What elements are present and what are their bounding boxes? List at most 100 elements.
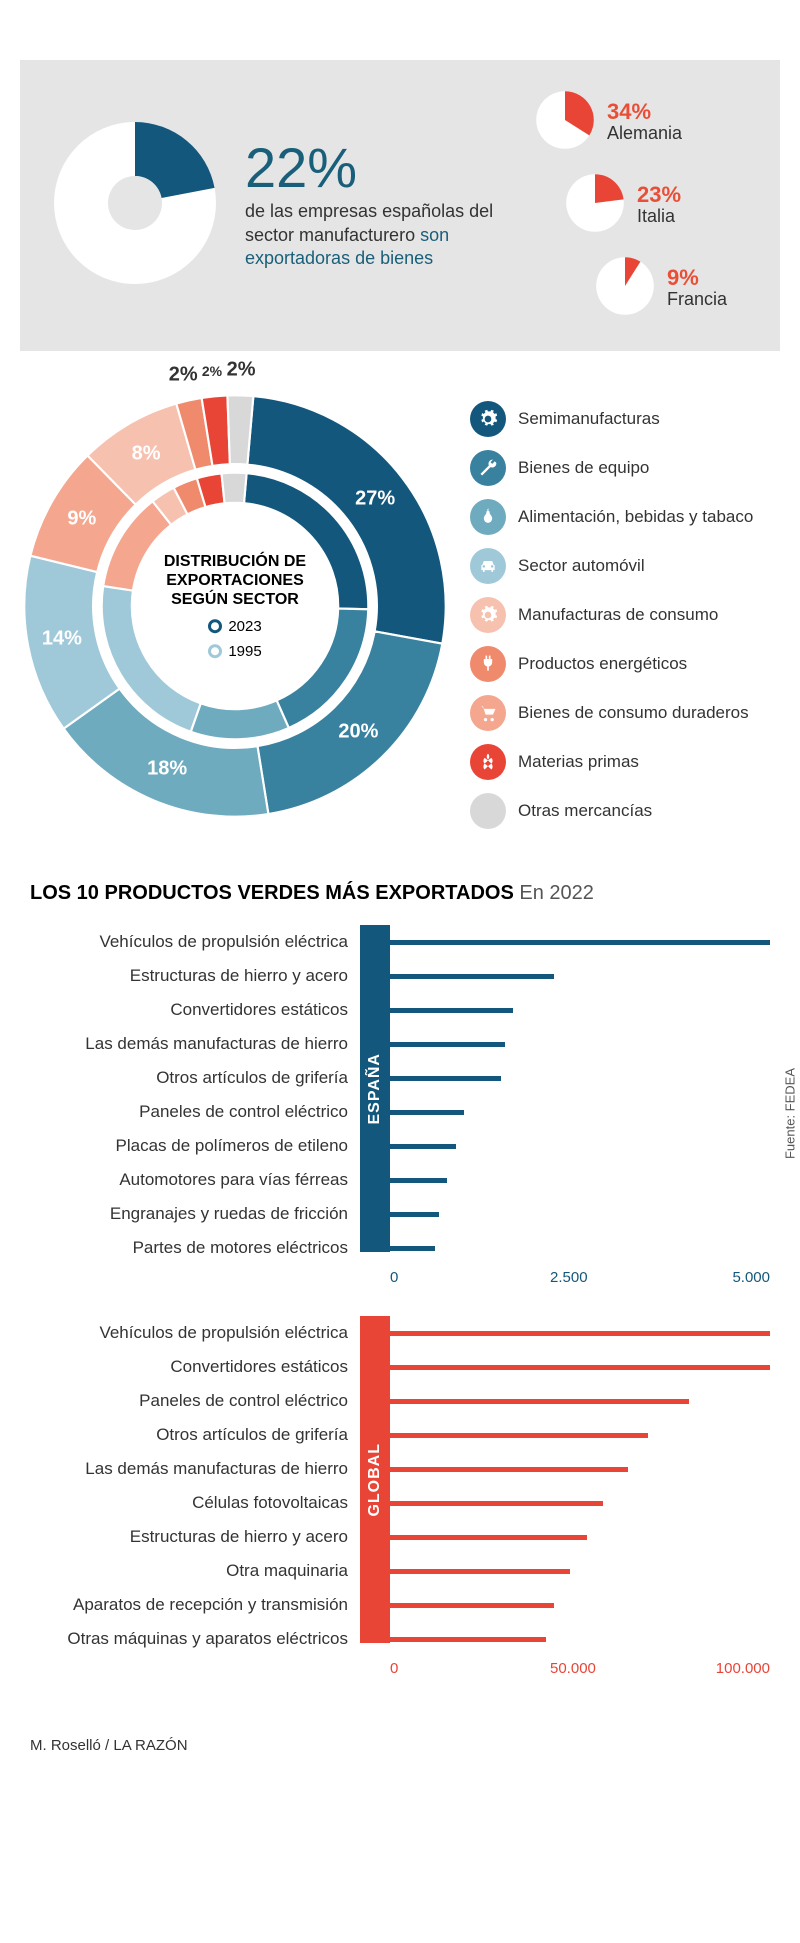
bar-fill xyxy=(390,1144,456,1149)
bar-fill xyxy=(390,1603,554,1608)
bar-fill xyxy=(390,1365,770,1370)
legend-item: Semimanufacturas xyxy=(470,401,780,437)
green-title: LOS 10 PRODUCTOS VERDES MÁS EXPORTADOS E… xyxy=(30,882,770,905)
bar-fill xyxy=(390,1212,439,1217)
bar-fill xyxy=(390,1246,435,1251)
bar-row: Células fotovoltaicas xyxy=(30,1486,770,1520)
bar-label: Partes de motores eléctricos xyxy=(30,1238,360,1258)
legend-label: Manufacturas de consumo xyxy=(518,605,718,625)
bar-track xyxy=(360,1520,770,1554)
bar-fill xyxy=(390,1569,570,1574)
legend-item: Manufacturas de consumo xyxy=(470,597,780,633)
bar-row: Vehículos de propulsión eléctrica xyxy=(30,1316,770,1350)
cart-icon xyxy=(470,695,506,731)
country-name: Francia xyxy=(667,289,727,310)
bar-track xyxy=(360,1231,770,1265)
legend-label: Semimanufacturas xyxy=(518,409,660,429)
donut-slice-label: 2% xyxy=(202,363,222,379)
donut-section: DISTRIBUCIÓN DE EXPORTACIONES SEGÚN SECT… xyxy=(0,351,800,862)
bar-fill xyxy=(390,1433,648,1438)
gear-icon xyxy=(470,597,506,633)
bar-row: Engranajes y ruedas de fricción xyxy=(30,1197,770,1231)
bar-axis: 050.000100.000 xyxy=(390,1660,770,1677)
year-dot-2023 xyxy=(208,619,222,633)
bar-row: Aparatos de recepción y transmisión xyxy=(30,1588,770,1622)
bars-spain: Fuente: FEDEA Vehículos de propulsión el… xyxy=(30,925,770,1286)
donut-center: DISTRIBUCIÓN DE EXPORTACIONES SEGÚN SECT… xyxy=(145,552,325,660)
bar-label: Aparatos de recepción y transmisión xyxy=(30,1595,360,1615)
country-pie xyxy=(565,173,625,238)
headline: 22% de las empresas españolas del sector… xyxy=(225,140,535,270)
bar-track xyxy=(360,993,770,1027)
donut-slice-label: 8% xyxy=(132,442,161,465)
bar-row: Paneles de control eléctrico xyxy=(30,1384,770,1418)
legend-label: Otras mercancías xyxy=(518,801,652,821)
gear-icon xyxy=(470,401,506,437)
bar-label: Automotores para vías férreas xyxy=(30,1170,360,1190)
bar-track xyxy=(360,1452,770,1486)
bar-row: Paneles de control eléctrico xyxy=(30,1095,770,1129)
donut-slice-label: 9% xyxy=(67,507,96,530)
legend-item: Bienes de consumo duraderos xyxy=(470,695,780,731)
country-pie xyxy=(595,256,655,321)
donut-legend: SemimanufacturasBienes de equipoAlimenta… xyxy=(450,391,780,842)
bar-fill xyxy=(390,1076,501,1081)
bar-label: Otros artículos de grifería xyxy=(30,1425,360,1445)
bar-label: Paneles de control eléctrico xyxy=(30,1102,360,1122)
bar-fill xyxy=(390,1501,603,1506)
bar-track xyxy=(360,925,770,959)
wrench-icon xyxy=(470,450,506,486)
bar-track xyxy=(360,959,770,993)
bar-fill xyxy=(390,940,770,945)
legend-item: Bienes de equipo xyxy=(470,450,780,486)
country-pct: 23% xyxy=(637,184,681,206)
bar-tab: GLOBAL xyxy=(360,1316,390,1643)
bar-track xyxy=(360,1622,770,1656)
bar-row: Vehículos de propulsión eléctrica xyxy=(30,925,770,959)
legend-label: Bienes de equipo xyxy=(518,458,649,478)
bar-track xyxy=(360,1588,770,1622)
plug-icon xyxy=(470,646,506,682)
bar-row: Estructuras de hierro y acero xyxy=(30,1520,770,1554)
legend-item: Otras mercancías xyxy=(470,793,780,829)
pear-icon xyxy=(470,499,506,535)
headline-pct: 22% xyxy=(245,140,515,196)
legend-label: Productos energéticos xyxy=(518,654,687,674)
car-icon xyxy=(470,548,506,584)
legend-item: Productos energéticos xyxy=(470,646,780,682)
bar-label: Estructuras de hierro y acero xyxy=(30,966,360,986)
bar-row: Otros artículos de grifería xyxy=(30,1418,770,1452)
main-donut xyxy=(45,113,225,298)
bar-label: Vehículos de propulsión eléctrica xyxy=(30,932,360,952)
donut-slice-label: 27% xyxy=(355,488,395,511)
donut-slice-label: 2% xyxy=(227,358,256,381)
credit: M. Roselló / LA RAZÓN xyxy=(0,1727,800,1794)
country-pct: 9% xyxy=(667,267,727,289)
bar-track xyxy=(360,1095,770,1129)
bar-row: Las demás manufacturas de hierro xyxy=(30,1027,770,1061)
country-row: 23%Italia xyxy=(565,173,755,238)
bar-fill xyxy=(390,1008,513,1013)
bar-label: Las demás manufacturas de hierro xyxy=(30,1459,360,1479)
headline-text: de las empresas españolas del sector man… xyxy=(245,200,515,270)
donut-slice-label: 18% xyxy=(147,757,187,780)
bar-axis: 02.5005.000 xyxy=(390,1269,770,1286)
bar-row: Automotores para vías férreas xyxy=(30,1163,770,1197)
bar-label: Otras máquinas y aparatos eléctricos xyxy=(30,1629,360,1649)
bar-track xyxy=(360,1554,770,1588)
legend-item: Sector automóvil xyxy=(470,548,780,584)
bar-fill xyxy=(390,1042,505,1047)
country-row: 9%Francia xyxy=(595,256,755,321)
country-name: Alemania xyxy=(607,123,682,144)
sector-donut: DISTRIBUCIÓN DE EXPORTACIONES SEGÚN SECT… xyxy=(20,391,450,821)
country-row: 34%Alemania xyxy=(535,90,755,155)
bar-label: Estructuras de hierro y acero xyxy=(30,1527,360,1547)
bar-row: Convertidores estáticos xyxy=(30,993,770,1027)
bar-row: Convertidores estáticos xyxy=(30,1350,770,1384)
bar-tab: ESPAÑA xyxy=(360,925,390,1252)
bar-fill xyxy=(390,1331,770,1336)
bar-track xyxy=(360,1197,770,1231)
bar-track xyxy=(360,1316,770,1350)
bar-fill xyxy=(390,1399,689,1404)
bar-row: Otros artículos de grifería xyxy=(30,1061,770,1095)
